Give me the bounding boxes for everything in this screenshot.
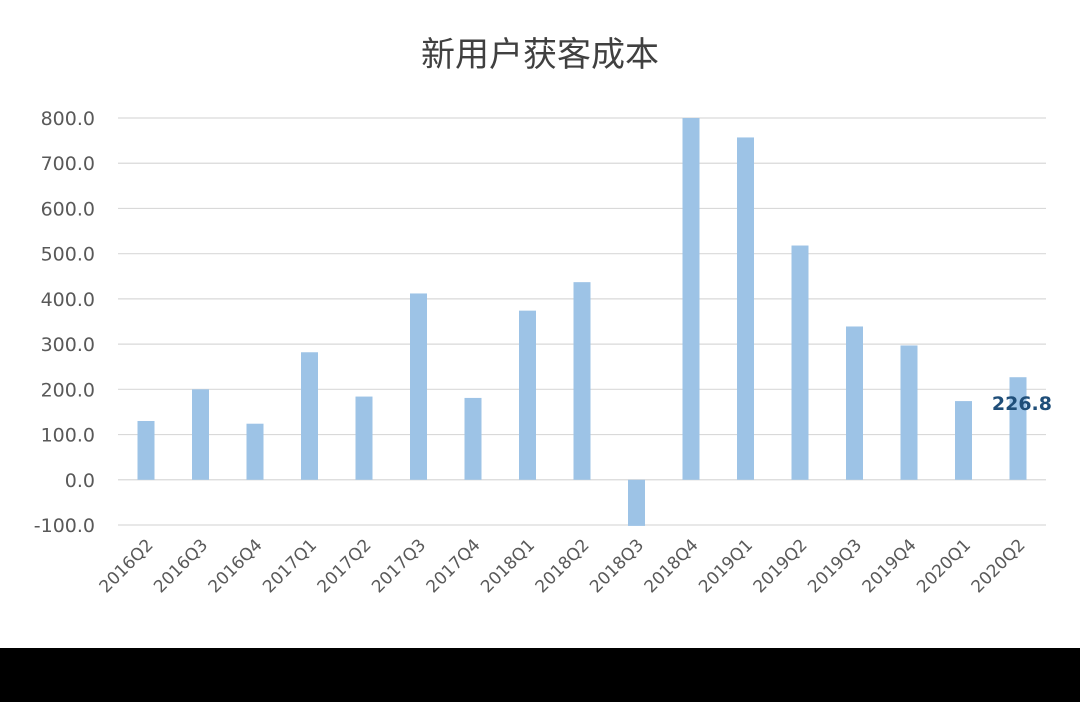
x-tick-label: 2019Q2 <box>750 535 812 597</box>
bar <box>900 345 918 480</box>
bar <box>410 293 427 480</box>
x-tick-label: 2018Q4 <box>641 535 703 597</box>
bars <box>137 118 1027 526</box>
y-tick-label: 200.0 <box>41 379 95 401</box>
x-tick-label: 2020Q2 <box>968 535 1030 597</box>
chart-panel: 新用户获客成本 800.0 700.0 600.0 500.0 400.0 300.0 20… <box>0 0 1080 648</box>
data-label: 226.8 <box>992 393 1052 415</box>
x-tick-label: 2017Q4 <box>423 535 485 597</box>
bar <box>1009 377 1027 480</box>
bar <box>628 479 645 526</box>
x-tick-label: 2016Q3 <box>150 535 212 597</box>
y-axis-ticks: 800.0 700.0 600.0 500.0 400.0 300.0 200.0 100.0… <box>34 108 95 537</box>
x-axis-ticks: 2016Q22016Q32016Q42017Q12017Q22017Q32017… <box>96 535 1030 597</box>
y-tick-label: 400.0 <box>41 289 95 311</box>
x-tick-label: 2018Q1 <box>477 535 539 597</box>
bar <box>355 396 373 480</box>
y-tick-label: 100.0 <box>41 425 95 447</box>
x-tick-label: 2018Q3 <box>586 535 648 597</box>
y-tick-label: 500.0 <box>41 244 95 266</box>
bar <box>519 310 536 480</box>
bar-chart: 新用户获客成本 800.0 700.0 600.0 500.0 400.0 300.0 20… <box>34 35 1052 597</box>
y-tick-label: 800.0 <box>41 108 95 130</box>
y-tick-label: 0.0 <box>65 470 95 492</box>
bar <box>301 352 318 480</box>
x-tick-label: 2016Q4 <box>205 535 267 597</box>
data-labels: 226.8 <box>992 393 1052 415</box>
bar <box>737 137 754 480</box>
x-tick-label: 2019Q1 <box>695 535 757 597</box>
chart-title: 新用户获客成本 <box>421 35 659 75</box>
x-tick-label: 2019Q4 <box>859 535 921 597</box>
x-tick-label: 2017Q1 <box>259 535 321 597</box>
y-tick-label: 700.0 <box>41 153 95 175</box>
y-tick-label: -100.0 <box>34 515 95 537</box>
x-tick-label: 2016Q2 <box>96 535 158 597</box>
x-tick-label: 2019Q3 <box>804 535 866 597</box>
bar <box>955 401 972 480</box>
bar <box>246 423 264 480</box>
y-tick-label: 600.0 <box>41 198 95 220</box>
bar <box>846 326 863 480</box>
bar <box>137 420 155 480</box>
x-tick-label: 2017Q2 <box>314 535 376 597</box>
bar <box>791 245 809 480</box>
x-tick-label: 2017Q3 <box>368 535 430 597</box>
x-tick-label: 2018Q2 <box>532 535 594 597</box>
x-tick-label: 2020Q1 <box>913 535 975 597</box>
bar <box>573 282 591 480</box>
bar <box>192 389 209 480</box>
bar <box>682 118 700 480</box>
y-tick-label: 300.0 <box>41 334 95 356</box>
bar <box>464 397 482 480</box>
